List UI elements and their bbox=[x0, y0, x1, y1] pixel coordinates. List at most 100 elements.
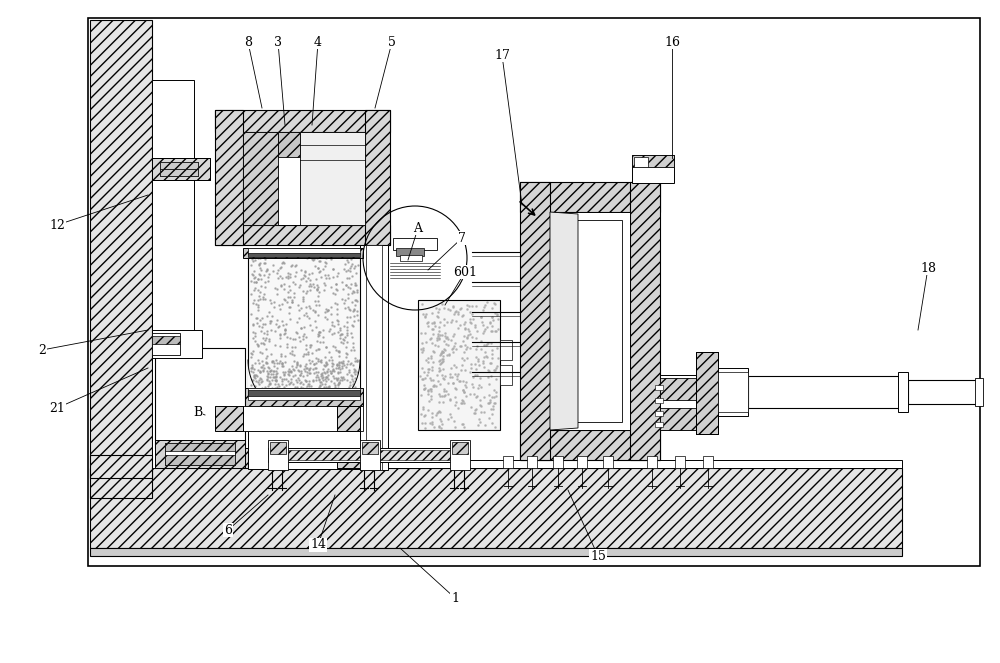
Bar bbox=[452, 442, 468, 454]
Bar bbox=[500, 365, 512, 385]
Text: 8: 8 bbox=[244, 36, 252, 48]
Text: 15: 15 bbox=[590, 550, 606, 562]
Bar bbox=[630, 182, 660, 460]
Bar bbox=[165, 443, 235, 451]
Bar bbox=[577, 456, 587, 468]
Bar bbox=[155, 440, 245, 468]
Text: 601: 601 bbox=[453, 265, 477, 278]
Bar bbox=[337, 406, 360, 431]
Bar bbox=[278, 132, 300, 157]
Bar bbox=[160, 169, 198, 176]
Bar bbox=[248, 252, 360, 390]
Bar bbox=[632, 155, 674, 167]
Bar bbox=[152, 158, 210, 180]
Bar bbox=[655, 422, 663, 427]
Bar bbox=[520, 430, 660, 460]
Bar bbox=[703, 456, 713, 468]
Bar bbox=[550, 212, 630, 430]
Bar bbox=[88, 18, 980, 566]
Text: 7: 7 bbox=[458, 231, 466, 245]
Bar bbox=[660, 378, 698, 400]
Bar bbox=[603, 456, 613, 468]
Text: 12: 12 bbox=[49, 219, 65, 231]
Bar bbox=[450, 440, 470, 470]
Text: 1: 1 bbox=[451, 591, 459, 605]
Bar bbox=[243, 388, 363, 406]
Bar bbox=[248, 253, 360, 257]
Text: 6: 6 bbox=[224, 524, 232, 536]
Bar bbox=[362, 442, 378, 454]
Bar bbox=[215, 110, 243, 245]
Text: 18: 18 bbox=[920, 261, 936, 274]
Bar bbox=[152, 158, 210, 180]
Bar bbox=[520, 182, 550, 460]
Bar bbox=[696, 352, 718, 434]
Bar bbox=[152, 330, 202, 358]
Bar bbox=[270, 442, 286, 454]
Bar bbox=[90, 548, 902, 556]
Bar bbox=[152, 336, 180, 344]
Bar bbox=[975, 378, 983, 406]
Bar bbox=[300, 132, 365, 225]
Bar bbox=[90, 468, 902, 548]
Text: 16: 16 bbox=[664, 36, 680, 48]
Bar bbox=[152, 80, 194, 468]
Bar bbox=[365, 110, 390, 245]
Bar bbox=[248, 388, 360, 400]
Bar bbox=[718, 372, 748, 412]
Bar bbox=[393, 238, 437, 250]
Bar bbox=[908, 380, 980, 404]
Polygon shape bbox=[550, 212, 578, 430]
Bar bbox=[155, 348, 245, 448]
Bar bbox=[160, 162, 198, 176]
Bar bbox=[655, 411, 663, 416]
Bar bbox=[215, 225, 390, 245]
Text: 21: 21 bbox=[49, 402, 65, 414]
Bar bbox=[527, 456, 537, 468]
Bar bbox=[90, 460, 902, 468]
Bar bbox=[160, 162, 198, 169]
Bar bbox=[248, 431, 360, 469]
Bar bbox=[243, 132, 365, 225]
Text: 5: 5 bbox=[388, 36, 396, 48]
Bar bbox=[418, 300, 500, 430]
Bar bbox=[632, 155, 674, 183]
Bar bbox=[360, 440, 380, 470]
Bar bbox=[660, 408, 698, 430]
Bar bbox=[337, 448, 360, 468]
Bar bbox=[165, 443, 235, 465]
Bar bbox=[660, 375, 698, 430]
Bar bbox=[165, 455, 235, 465]
Bar bbox=[647, 456, 657, 468]
Bar bbox=[520, 182, 660, 212]
Bar bbox=[152, 333, 180, 355]
Bar bbox=[360, 245, 388, 470]
Bar bbox=[898, 372, 908, 412]
Text: 2: 2 bbox=[38, 343, 46, 357]
Text: 14: 14 bbox=[310, 538, 326, 552]
Bar bbox=[400, 255, 422, 261]
Bar bbox=[500, 340, 512, 360]
Text: B: B bbox=[193, 406, 203, 418]
Bar bbox=[215, 406, 360, 431]
Bar bbox=[243, 132, 278, 225]
Bar bbox=[90, 20, 152, 498]
Bar bbox=[634, 157, 648, 167]
Bar bbox=[268, 450, 468, 460]
Bar bbox=[366, 245, 382, 470]
Bar bbox=[248, 248, 360, 254]
Bar bbox=[655, 385, 663, 390]
Bar bbox=[268, 448, 468, 462]
Bar bbox=[696, 352, 718, 434]
Bar bbox=[268, 440, 288, 470]
Bar bbox=[215, 448, 248, 468]
Bar bbox=[248, 390, 360, 396]
Bar bbox=[655, 398, 663, 403]
Bar bbox=[558, 220, 622, 422]
Bar bbox=[675, 456, 685, 468]
Bar bbox=[718, 368, 748, 416]
Text: 17: 17 bbox=[494, 48, 510, 62]
Text: 4: 4 bbox=[314, 36, 322, 48]
Bar bbox=[503, 456, 513, 468]
Bar bbox=[748, 376, 906, 408]
